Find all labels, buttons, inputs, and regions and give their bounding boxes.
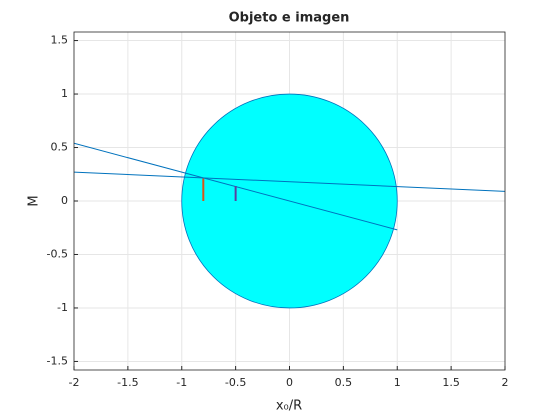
x-tick-label: -0.5	[225, 376, 246, 389]
y-axis-label: M	[27, 195, 42, 206]
y-tick-label: -0.5	[47, 247, 68, 260]
plot-content	[74, 93, 505, 309]
y-tick-label: 1	[61, 87, 68, 100]
x-tick-label: -1.5	[117, 376, 138, 389]
x-tick-label: 0.5	[335, 376, 353, 389]
x-tick-label: 0	[286, 376, 293, 389]
y-tick-label: 0.5	[51, 141, 69, 154]
x-tick-label: 2	[502, 376, 509, 389]
y-tick-label: 0	[61, 194, 68, 207]
x-axis-label: x₀/R	[276, 399, 302, 414]
x-tick-label: -2	[69, 376, 80, 389]
y-tick-label: -1	[57, 301, 68, 314]
x-tick-label: -1	[176, 376, 187, 389]
y-tick-label: -1.5	[47, 354, 68, 367]
x-tick-label: 1.5	[442, 376, 460, 389]
axes-box	[73, 31, 506, 371]
y-tick-label: 1.5	[51, 34, 69, 47]
x-tick-label: 1	[394, 376, 401, 389]
line	[74, 171, 505, 192]
chart-title: Objeto e imagen	[229, 11, 350, 26]
